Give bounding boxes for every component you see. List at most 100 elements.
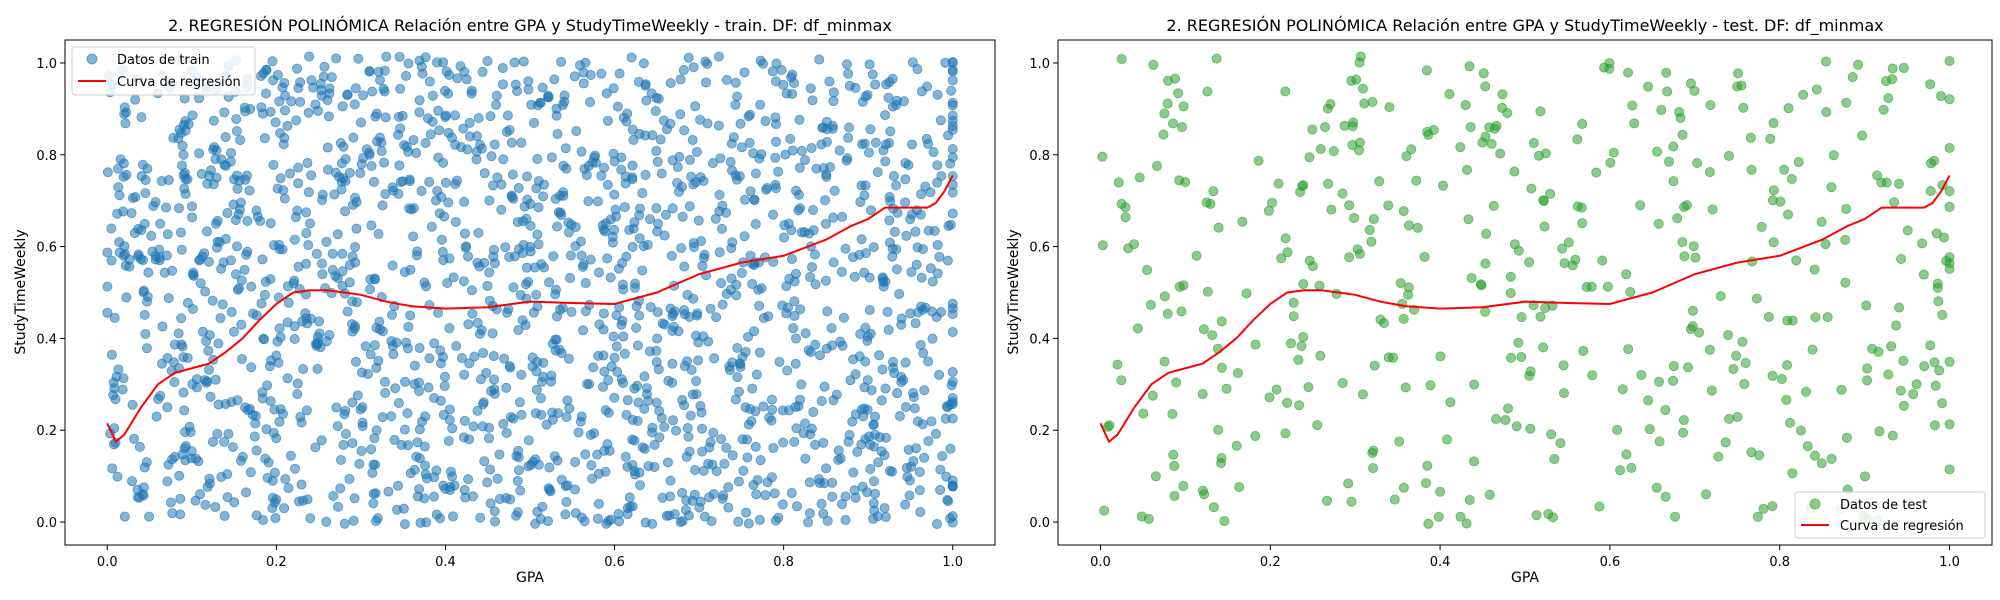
train-legend: Datos de train Curva de regresión (71, 46, 256, 96)
train-data-point (868, 513, 879, 524)
train-data-point (689, 489, 700, 500)
train-data-point (424, 177, 435, 188)
test-data-point (1403, 289, 1414, 300)
train-data-point (696, 236, 707, 247)
train-data-point (509, 57, 520, 68)
train-data-point (320, 283, 331, 294)
train-data-point (512, 475, 523, 486)
train-data-point (459, 415, 470, 426)
train-data-point (463, 319, 474, 330)
test-data-point (1668, 176, 1679, 187)
train-data-point (822, 306, 833, 317)
train-data-point (608, 331, 619, 342)
train-data-point (770, 152, 781, 163)
train-data-point (212, 242, 223, 253)
test-data-point (1267, 197, 1278, 208)
train-data-point (874, 350, 885, 361)
train-data-point (413, 377, 424, 388)
test-data-point (1635, 200, 1646, 211)
train-data-point (489, 516, 500, 527)
train-data-point (693, 355, 704, 366)
test-data-point (1167, 409, 1178, 420)
train-data-point (498, 154, 509, 165)
train-data-point (561, 496, 572, 507)
train-data-point (814, 54, 825, 65)
test-data-point (1623, 344, 1634, 355)
test-data-point (1211, 53, 1222, 64)
test-data-point (1241, 288, 1252, 299)
train-x-axis-label: GPA (516, 570, 544, 586)
test-data-point (1925, 340, 1936, 351)
train-data-point (136, 112, 147, 123)
train-data-point (354, 458, 365, 469)
test-data-point (1112, 359, 1123, 370)
train-data-point (353, 53, 364, 64)
train-x-tick-label: 0.6 (604, 555, 625, 570)
test-data-point (1672, 213, 1683, 224)
train-data-point (620, 451, 631, 462)
train-data-point (337, 248, 348, 259)
train-data-point (167, 265, 178, 276)
test-data-point (1526, 183, 1537, 194)
train-data-point (877, 272, 888, 283)
train-data-point (593, 350, 604, 361)
train-data-point (652, 307, 663, 318)
test-data-point (1116, 375, 1127, 386)
test-data-point (1782, 209, 1793, 220)
train-data-point (305, 513, 316, 524)
train-data-point (491, 90, 502, 101)
test-data-point (1478, 68, 1489, 79)
train-data-point (357, 421, 368, 432)
train-data-point (918, 348, 929, 359)
train-data-point (335, 483, 346, 494)
test-data-point (1746, 164, 1757, 175)
train-data-point (165, 497, 176, 508)
train-data-point (935, 115, 946, 126)
test-data-point (1728, 363, 1739, 374)
test-data-point (1419, 251, 1430, 262)
train-data-point (364, 147, 375, 158)
train-data-point (438, 157, 449, 168)
test-data-point (1615, 465, 1626, 476)
test-data-point (1652, 146, 1663, 157)
train-data-point (408, 231, 419, 242)
train-data-point (194, 254, 205, 265)
train-data-point (827, 123, 838, 134)
train-data-point (675, 109, 686, 120)
train-data-point (915, 507, 926, 518)
train-legend-box (71, 46, 256, 96)
train-data-point (496, 204, 507, 215)
test-data-point (1662, 86, 1673, 97)
train-data-point (229, 326, 240, 337)
test-data-point (1944, 186, 1955, 197)
test-data-point (1781, 394, 1792, 405)
train-data-point (340, 405, 351, 416)
train-data-point (743, 111, 754, 122)
train-data-point (396, 439, 407, 450)
test-data-point (1328, 146, 1339, 157)
train-data-point (822, 515, 833, 526)
train-data-point (739, 67, 750, 78)
train-data-point (333, 501, 344, 512)
train-data-point (709, 353, 720, 364)
train-regression-curve (106, 174, 954, 444)
test-data-point (1503, 403, 1514, 414)
test-data-point (1171, 377, 1182, 388)
train-data-point (831, 389, 842, 400)
test-data-point (1461, 518, 1472, 529)
train-data-point (117, 384, 128, 395)
train-data-point (596, 68, 607, 79)
test-data-point (1208, 502, 1219, 513)
train-data-point (379, 376, 390, 387)
test-data-point (1280, 428, 1291, 439)
train-data-point (528, 456, 539, 467)
train-data-point (926, 416, 937, 427)
test-data-point (1511, 421, 1522, 432)
test-data-point (1887, 63, 1898, 74)
test-data-point (1597, 255, 1608, 266)
train-data-point (532, 154, 543, 165)
test-data-point (1739, 379, 1750, 390)
test-data-point (1531, 510, 1542, 521)
train-data-point (734, 358, 745, 369)
train-data-point (654, 432, 665, 443)
